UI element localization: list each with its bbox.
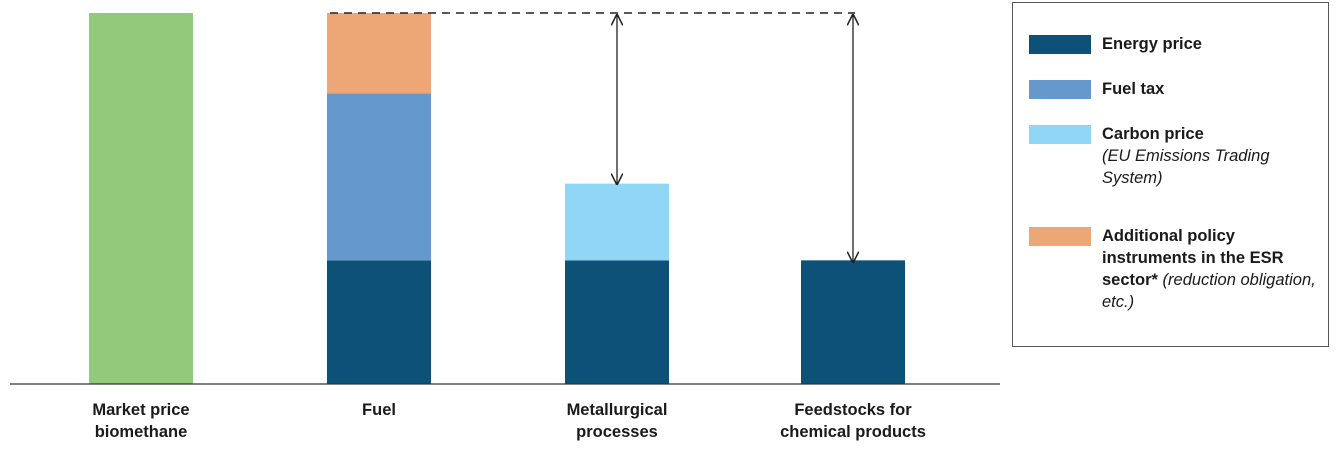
bar-market-price-biomethane-market-price [89, 13, 193, 384]
legend: Energy price Fuel tax Carbon price (EU E… [1012, 2, 1329, 347]
category-label-feedstocks-for-chemical-products: Feedstocks for chemical products [780, 401, 926, 441]
legend-swatch-energy-price [1029, 35, 1091, 54]
legend-swatch-additional-policy [1029, 227, 1091, 246]
bar-metallurgical-processes-carbon-price [565, 183, 669, 261]
category-label-fuel: Fuel [362, 401, 396, 419]
legend-label-fuel-tax: Fuel tax [1102, 80, 1165, 98]
bar-fuel-additional-policy-instruments-in-the-esr-sector [327, 13, 431, 94]
legend-sublabel-carbon-price: (EU Emissions Trading System) [1102, 147, 1270, 187]
legend-label-additional-policy: Additional policy instruments in the ESR… [1102, 227, 1284, 289]
legend-label-carbon-price: Carbon price [1102, 125, 1204, 143]
legend-sublabel-additional-policy: (reduction obligation, etc.) [1102, 271, 1316, 311]
bar-fuel-energy-price [327, 260, 431, 384]
chart-canvas [10, 12, 1000, 385]
bar-fuel-fuel-tax [327, 93, 431, 261]
legend-label-energy-price: Energy price [1102, 35, 1202, 53]
bars-layer [89, 13, 905, 384]
legend-swatch-carbon-price [1029, 125, 1091, 144]
legend-swatch-fuel-tax [1029, 80, 1091, 99]
bar-feedstocks-for-chemical-products-energy-price [801, 260, 905, 384]
category-label-metallurgical-processes: Metallurgical processes [566, 401, 668, 441]
category-label-market-price-biomethane: Market price biomethane [92, 401, 190, 441]
bar-metallurgical-processes-energy-price [565, 260, 669, 384]
